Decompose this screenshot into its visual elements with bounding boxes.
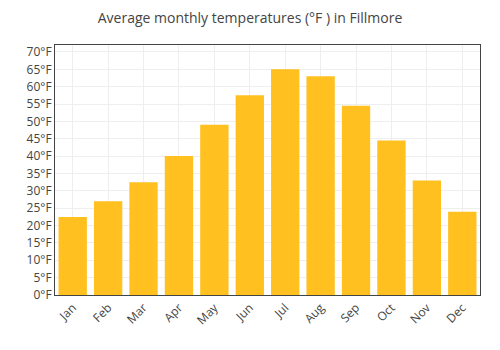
svg-text:May: May xyxy=(193,299,222,328)
svg-text:Jun: Jun xyxy=(231,299,256,324)
svg-text:Average monthly temperatures (: Average monthly temperatures (°F ) in Fi… xyxy=(98,8,403,27)
svg-text:Mar: Mar xyxy=(123,299,151,327)
svg-text:55°F: 55°F xyxy=(27,95,52,112)
svg-text:10°F: 10°F xyxy=(27,251,52,268)
svg-text:Jul: Jul xyxy=(270,299,292,321)
svg-text:60°F: 60°F xyxy=(27,78,52,95)
svg-text:Aug: Aug xyxy=(300,299,328,327)
svg-text:40°F: 40°F xyxy=(27,147,52,164)
svg-text:50°F: 50°F xyxy=(27,113,52,130)
svg-text:0°F: 0°F xyxy=(33,286,51,303)
svg-text:Feb: Feb xyxy=(89,299,115,325)
svg-text:5°F: 5°F xyxy=(33,269,51,286)
svg-text:65°F: 65°F xyxy=(27,61,52,78)
svg-text:20°F: 20°F xyxy=(27,217,52,234)
svg-text:Sep: Sep xyxy=(336,299,363,326)
svg-text:15°F: 15°F xyxy=(27,234,52,251)
svg-text:Dec: Dec xyxy=(442,299,469,326)
svg-text:35°F: 35°F xyxy=(27,165,52,182)
svg-text:Apr: Apr xyxy=(160,299,186,325)
svg-text:45°F: 45°F xyxy=(27,130,52,147)
svg-text:Oct: Oct xyxy=(373,299,399,325)
svg-text:Nov: Nov xyxy=(406,299,434,327)
svg-text:25°F: 25°F xyxy=(27,199,52,216)
svg-text:Jan: Jan xyxy=(55,299,80,324)
svg-text:70°F: 70°F xyxy=(27,43,52,60)
svg-text:30°F: 30°F xyxy=(27,182,52,199)
